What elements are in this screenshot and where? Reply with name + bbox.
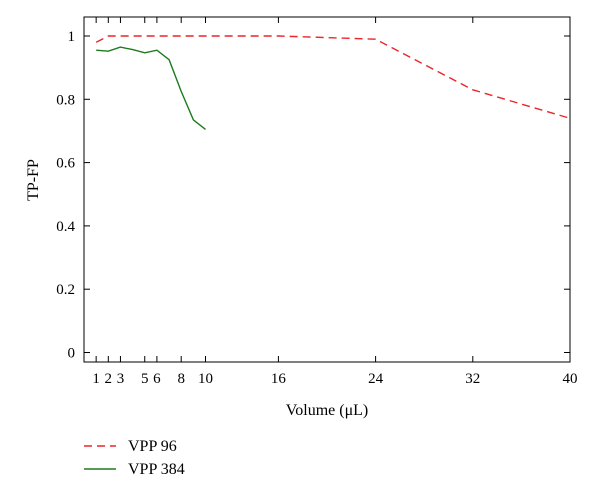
x-tick-label: 5 xyxy=(141,371,149,387)
x-tick-label: 24 xyxy=(368,371,384,387)
y-tick-label: 1 xyxy=(68,29,76,45)
x-tick-label: 2 xyxy=(105,371,113,387)
y-tick-label: 0.2 xyxy=(56,282,75,298)
x-tick-label: 6 xyxy=(153,371,161,387)
series-line-vpp-384 xyxy=(96,46,206,130)
x-tick-label: 32 xyxy=(465,371,480,387)
legend-label: VPP 96 xyxy=(128,438,177,455)
series-line-vpp-96 xyxy=(95,35,571,119)
y-tick-label: 0 xyxy=(68,346,76,362)
x-tick-label: 16 xyxy=(271,371,287,387)
x-tick-label: 10 xyxy=(198,371,213,387)
plot-area-border xyxy=(83,16,571,363)
x-tick-label: 40 xyxy=(563,371,578,387)
x-tick-label: 3 xyxy=(117,371,125,387)
y-axis-title: TP-FP xyxy=(25,159,42,201)
y-tick-label: 0.8 xyxy=(56,92,75,108)
y-tick-label: 0.6 xyxy=(56,156,75,172)
x-axis-title: Volume (μL) xyxy=(286,402,369,419)
y-tick-label: 0.4 xyxy=(56,219,75,235)
legend-label: VPP 384 xyxy=(128,461,185,478)
x-tick-label: 1 xyxy=(92,371,100,387)
legend: VPP 96 VPP 384 xyxy=(84,438,185,478)
x-tick-label: 8 xyxy=(177,371,185,387)
plot-frame xyxy=(83,16,571,363)
series-lines xyxy=(95,35,571,130)
